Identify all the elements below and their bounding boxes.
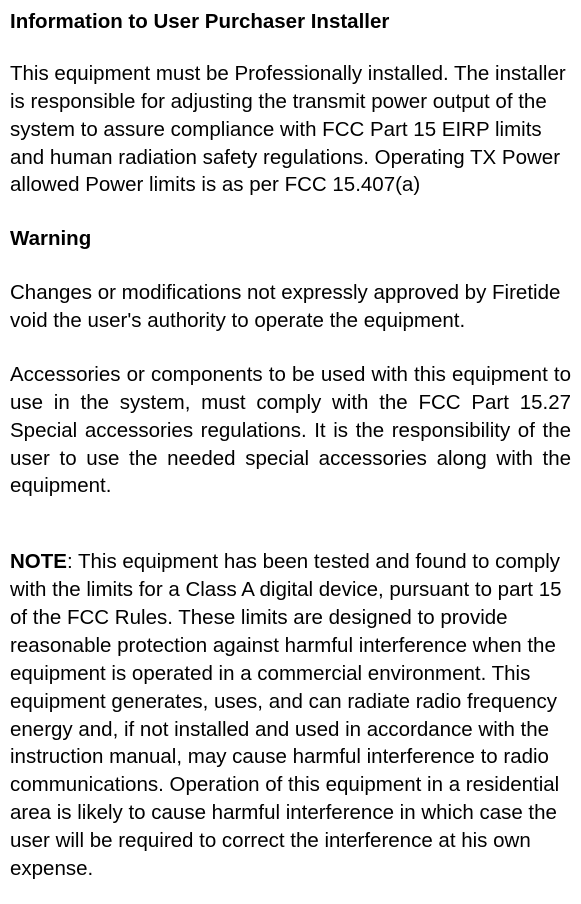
header-part-semi: Purchaser Installer — [205, 10, 390, 33]
paragraph-note: NOTE: This equipment has been tested and… — [10, 548, 571, 883]
note-body: : This equipment has been tested and fou… — [10, 550, 562, 880]
paragraph-install: This equipment must be Professionally in… — [10, 60, 571, 199]
document-page: Information to User Purchaser Installer … — [0, 0, 581, 904]
header-part-bold: Information to User — [10, 10, 205, 33]
paragraph-warning: Changes or modifications not expressly a… — [10, 279, 571, 335]
paragraph-accessories: Accessories or components to be used wit… — [10, 361, 571, 500]
note-label: NOTE — [10, 550, 67, 573]
header-line: Information to User Purchaser Installer — [10, 8, 571, 36]
heading-warning: Warning — [10, 225, 571, 253]
